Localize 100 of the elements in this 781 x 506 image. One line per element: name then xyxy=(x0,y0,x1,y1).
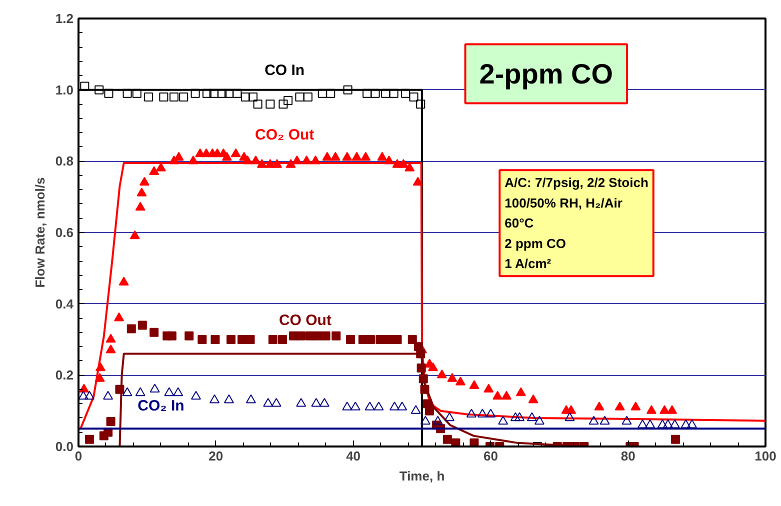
point xyxy=(662,419,673,428)
point xyxy=(397,402,408,410)
point xyxy=(408,335,417,344)
point xyxy=(311,398,322,407)
point xyxy=(409,92,418,102)
point xyxy=(224,88,234,98)
point xyxy=(263,398,274,407)
point xyxy=(671,434,680,444)
point xyxy=(122,88,132,98)
point xyxy=(486,408,496,418)
point xyxy=(686,419,697,428)
y-tick-label: 0.4 xyxy=(55,296,74,312)
point xyxy=(104,88,114,98)
point xyxy=(381,88,390,98)
x-tick-label: 40 xyxy=(346,448,361,464)
point xyxy=(498,416,508,425)
point xyxy=(622,416,632,425)
point xyxy=(94,85,104,94)
point xyxy=(296,398,306,407)
point xyxy=(253,100,262,109)
series-label: CO In xyxy=(264,62,305,80)
x-tick-label: 80 xyxy=(620,448,636,464)
y-axis-title: Flow Rate, nmol/s xyxy=(32,177,48,288)
y-tick-label: 0.0 xyxy=(55,439,74,454)
x-tick-label: 0 xyxy=(74,448,82,464)
point xyxy=(303,92,312,102)
point xyxy=(266,100,275,109)
point xyxy=(122,387,132,396)
point xyxy=(173,387,184,396)
point xyxy=(350,402,360,410)
point xyxy=(190,390,201,400)
point xyxy=(138,320,147,330)
point xyxy=(150,328,159,337)
point xyxy=(218,88,227,98)
annotation: A/C: 7/7psig, 2/2 Stoich 100/50% RH, H₂/Air 60°C 2 ppm CO 1 A/cm² xyxy=(504,175,648,272)
series-label: CO Out xyxy=(278,312,332,329)
point xyxy=(296,331,306,340)
y-tick-label: 0.2 xyxy=(55,368,74,383)
point xyxy=(319,398,330,407)
point xyxy=(420,416,430,425)
point xyxy=(210,394,220,404)
point xyxy=(284,96,293,106)
point xyxy=(477,408,488,418)
point xyxy=(202,88,212,98)
point xyxy=(190,88,200,98)
point xyxy=(84,434,94,444)
point xyxy=(268,335,278,344)
point xyxy=(84,390,94,400)
point xyxy=(132,88,142,98)
point xyxy=(103,390,114,400)
point xyxy=(657,419,668,428)
point xyxy=(326,88,336,98)
point xyxy=(534,416,544,425)
point xyxy=(389,88,398,98)
y-tick-label: 1.2 xyxy=(55,11,74,26)
point xyxy=(167,331,176,340)
point xyxy=(246,335,255,344)
point xyxy=(240,92,250,102)
point xyxy=(410,405,421,414)
point xyxy=(278,100,288,109)
point xyxy=(638,419,648,428)
point xyxy=(401,88,410,98)
point xyxy=(210,335,220,344)
point xyxy=(209,88,218,98)
point xyxy=(370,88,380,98)
point xyxy=(332,331,341,340)
point xyxy=(159,92,168,102)
point xyxy=(224,394,234,404)
point xyxy=(184,331,194,340)
point xyxy=(416,100,426,109)
point xyxy=(80,82,90,91)
point xyxy=(390,402,400,410)
point xyxy=(169,92,178,102)
point xyxy=(343,85,352,94)
point xyxy=(342,402,352,410)
point xyxy=(432,416,443,425)
point xyxy=(271,398,282,407)
point xyxy=(374,402,384,410)
point xyxy=(226,335,236,344)
point xyxy=(670,419,680,428)
point xyxy=(600,416,610,425)
point xyxy=(564,412,575,422)
point xyxy=(313,331,322,340)
y-tick-label: 0.6 xyxy=(55,225,74,240)
point xyxy=(466,408,476,418)
point xyxy=(126,324,136,334)
point xyxy=(150,384,160,393)
x-axis-title: Time, h xyxy=(399,468,445,484)
y-tick-label: 1.0 xyxy=(55,82,74,98)
point xyxy=(514,412,525,422)
x-tick-label: 20 xyxy=(208,448,224,464)
x-tick-label: 60 xyxy=(483,448,498,464)
point xyxy=(588,416,599,425)
point xyxy=(135,387,146,396)
point xyxy=(238,335,247,344)
point xyxy=(364,402,375,410)
point xyxy=(232,88,242,98)
point xyxy=(179,92,188,102)
point xyxy=(346,335,356,344)
point xyxy=(526,412,537,422)
